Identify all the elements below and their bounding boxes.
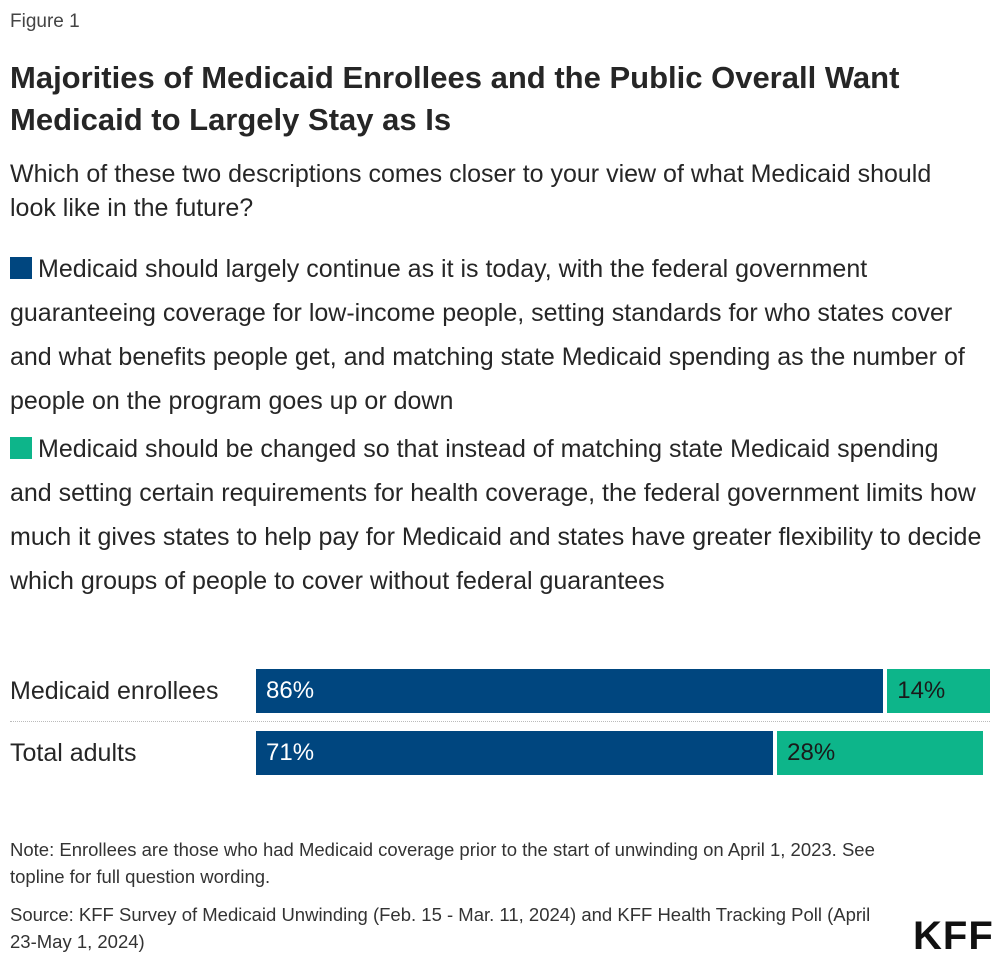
chart-subtitle: Which of these two descriptions comes cl…: [10, 160, 932, 222]
data-label-enrollees-continue: 86%: [266, 677, 315, 704]
data-label-enrollees-change: 14%: [897, 677, 946, 704]
data-label-total-adults-change: 28%: [787, 739, 836, 766]
category-label-enrollees: Medicaid enrollees: [10, 677, 219, 705]
row-divider: [10, 721, 990, 722]
bar-enrollees-continue: 86%: [256, 669, 884, 713]
bar-total-adults-continue: 71%: [256, 731, 774, 775]
bar-total-adults-change: 28%: [777, 731, 983, 775]
legend: Medicaid should largely continue as it i…: [10, 247, 985, 603]
kff-logo: KFF: [913, 914, 994, 958]
legend-swatch-change: [10, 437, 32, 459]
legend-item-continue: Medicaid should largely continue as it i…: [10, 247, 985, 423]
bar-enrollees-change: 14%: [887, 669, 990, 713]
legend-item-change: Medicaid should be changed so that inste…: [10, 427, 985, 603]
figure-label: Figure 1: [10, 11, 80, 32]
chart-note: Note: Enrollees are those who had Medica…: [10, 839, 875, 887]
chart-source: Source: KFF Survey of Medicaid Unwinding…: [10, 904, 871, 952]
data-label-total-adults-continue: 71%: [266, 739, 315, 766]
legend-label-change: Medicaid should be changed so that inste…: [10, 435, 982, 595]
chart-title: Majorities of Medicaid Enrollees and the…: [10, 60, 900, 137]
legend-label-continue: Medicaid should largely continue as it i…: [10, 255, 965, 415]
category-label-total-adults: Total adults: [10, 739, 137, 767]
legend-swatch-continue: [10, 257, 32, 279]
